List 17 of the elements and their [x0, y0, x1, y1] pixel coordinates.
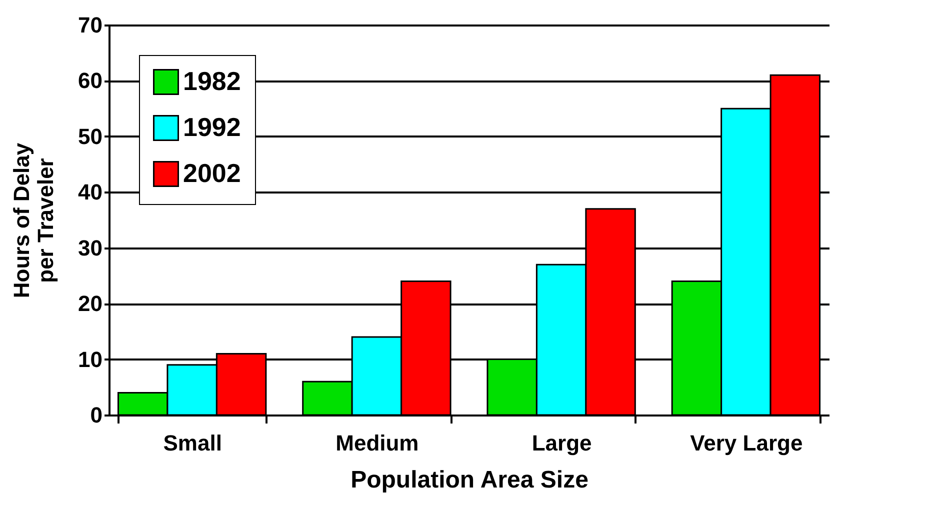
y-tick-label: 30: [78, 235, 102, 260]
legend-label: 2002: [183, 158, 241, 188]
x-tick-label: Medium: [336, 430, 419, 456]
x-axis-title: Population Area Size: [350, 466, 588, 494]
y-tick-label: 0: [90, 402, 102, 428]
y-tick-label: 50: [78, 124, 102, 149]
y-axis-title: Hours of Delay per Traveler: [9, 142, 58, 298]
y-tick-label: 40: [78, 180, 102, 205]
y-tick-label: 70: [78, 12, 102, 38]
legend-label: 1992: [183, 112, 241, 142]
x-tick-label: Large: [532, 430, 592, 456]
y-tick-label: 20: [78, 291, 102, 316]
x-tick-label: Small: [163, 430, 222, 456]
y-tick-label: 60: [78, 68, 102, 94]
x-tick-label: Very Large: [690, 430, 803, 456]
legend-label: 1982: [183, 66, 241, 96]
y-tick-label: 10: [78, 346, 102, 372]
